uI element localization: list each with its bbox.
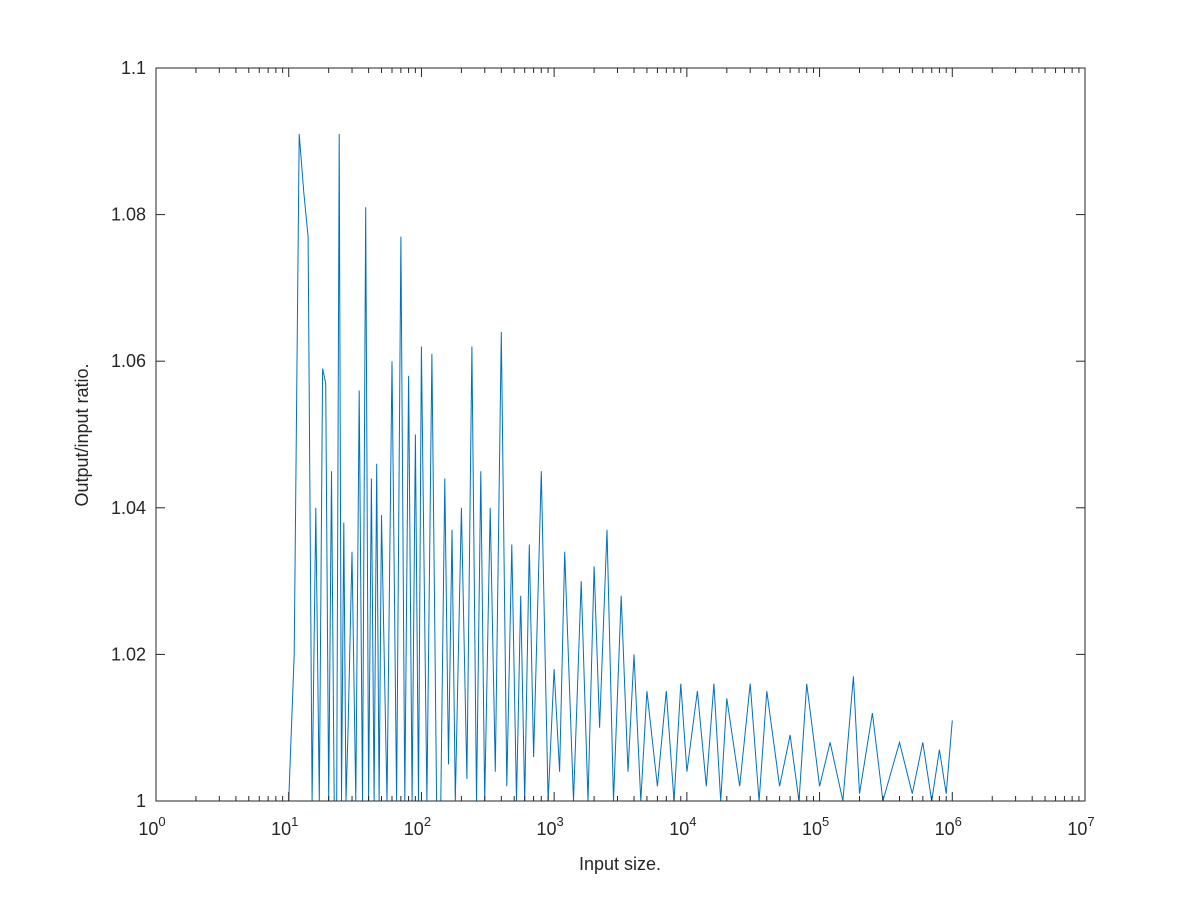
x-tick-label: 101 [271, 814, 298, 839]
x-axis-label: Input size. [579, 854, 661, 874]
y-tick-label: 1.02 [111, 644, 146, 664]
x-tick-label: 105 [802, 814, 829, 839]
x-tick-label: 107 [1067, 814, 1094, 839]
y-tick-label: 1 [136, 791, 146, 811]
x-tick-label: 106 [935, 814, 962, 839]
x-tick-label: 104 [669, 814, 696, 839]
x-tick-label: 102 [404, 814, 431, 839]
x-ticks: 100 101 102 103 104 105 106 107 [138, 68, 1095, 839]
y-ticks: 1 1.02 1.04 1.06 1.08 1.1 [111, 58, 1085, 811]
y-tick-label: 1.1 [121, 58, 146, 78]
y-axis-label: Output/input ratio. [72, 363, 92, 506]
y-tick-label: 1.08 [111, 205, 146, 225]
y-tick-label: 1.06 [111, 351, 146, 371]
y-tick-label: 1.04 [111, 498, 146, 518]
x-tick-label: 103 [537, 814, 564, 839]
x-tick-label: 100 [138, 814, 165, 839]
plot-area [156, 68, 1085, 801]
plot-box [155, 67, 1086, 802]
